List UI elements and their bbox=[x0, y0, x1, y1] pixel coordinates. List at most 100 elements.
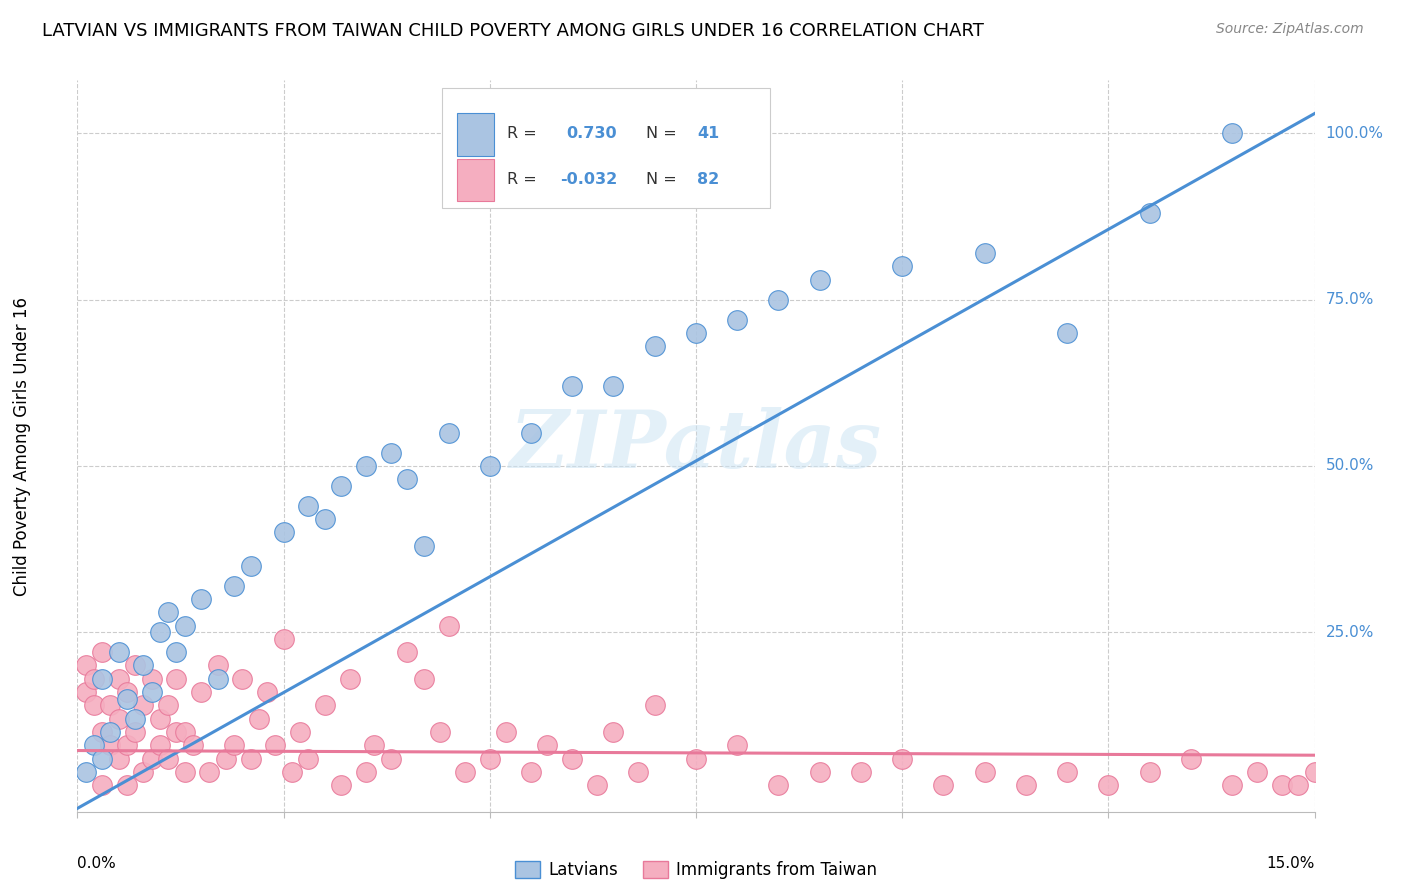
Text: ZIPatlas: ZIPatlas bbox=[510, 408, 882, 484]
Point bbox=[198, 764, 221, 779]
Point bbox=[165, 725, 187, 739]
Point bbox=[330, 778, 353, 792]
Point bbox=[264, 738, 287, 752]
Point bbox=[98, 738, 121, 752]
Point bbox=[173, 764, 195, 779]
Point bbox=[115, 738, 138, 752]
Point bbox=[222, 738, 245, 752]
Point bbox=[478, 751, 501, 765]
FancyBboxPatch shape bbox=[457, 113, 495, 155]
Point bbox=[149, 625, 172, 640]
Point bbox=[536, 738, 558, 752]
Point bbox=[973, 246, 995, 260]
Point bbox=[222, 579, 245, 593]
Point bbox=[1056, 764, 1078, 779]
Point bbox=[256, 685, 278, 699]
Point bbox=[891, 260, 914, 274]
Point bbox=[83, 698, 105, 713]
Point bbox=[207, 658, 229, 673]
Point bbox=[181, 738, 204, 752]
Point bbox=[330, 479, 353, 493]
Point bbox=[1246, 764, 1268, 779]
Text: 50.0%: 50.0% bbox=[1326, 458, 1374, 474]
FancyBboxPatch shape bbox=[457, 159, 495, 201]
Point bbox=[75, 685, 97, 699]
Point bbox=[132, 658, 155, 673]
Point bbox=[115, 691, 138, 706]
Point bbox=[891, 751, 914, 765]
Point bbox=[354, 764, 377, 779]
Point bbox=[149, 738, 172, 752]
Point bbox=[354, 458, 377, 473]
Point bbox=[768, 778, 790, 792]
Point bbox=[215, 751, 238, 765]
Point bbox=[1056, 326, 1078, 340]
Point bbox=[273, 525, 295, 540]
Text: N =: N = bbox=[647, 126, 678, 141]
Point bbox=[107, 751, 129, 765]
Point bbox=[281, 764, 304, 779]
Text: Child Poverty Among Girls Under 16: Child Poverty Among Girls Under 16 bbox=[13, 296, 31, 596]
Point bbox=[98, 725, 121, 739]
Point bbox=[644, 339, 666, 353]
Point bbox=[107, 712, 129, 726]
FancyBboxPatch shape bbox=[443, 87, 770, 209]
Point bbox=[454, 764, 477, 779]
Text: LATVIAN VS IMMIGRANTS FROM TAIWAN CHILD POVERTY AMONG GIRLS UNDER 16 CORRELATION: LATVIAN VS IMMIGRANTS FROM TAIWAN CHILD … bbox=[42, 22, 984, 40]
Point bbox=[297, 751, 319, 765]
Point bbox=[412, 539, 434, 553]
Point bbox=[297, 499, 319, 513]
Point bbox=[165, 645, 187, 659]
Point bbox=[288, 725, 311, 739]
Point bbox=[83, 738, 105, 752]
Point bbox=[173, 618, 195, 632]
Point bbox=[1220, 778, 1243, 792]
Point bbox=[363, 738, 385, 752]
Point bbox=[644, 698, 666, 713]
Legend: Latvians, Immigrants from Taiwan: Latvians, Immigrants from Taiwan bbox=[506, 853, 886, 888]
Point bbox=[849, 764, 872, 779]
Point bbox=[98, 698, 121, 713]
Text: 0.0%: 0.0% bbox=[77, 855, 117, 871]
Text: R =: R = bbox=[506, 171, 537, 186]
Point bbox=[115, 685, 138, 699]
Text: -0.032: -0.032 bbox=[560, 171, 617, 186]
Point bbox=[314, 698, 336, 713]
Point bbox=[808, 764, 831, 779]
Point bbox=[561, 751, 583, 765]
Point bbox=[239, 558, 262, 573]
Point bbox=[115, 778, 138, 792]
Point bbox=[314, 512, 336, 526]
Point bbox=[725, 738, 748, 752]
Point bbox=[165, 672, 187, 686]
Point bbox=[396, 472, 419, 486]
Point bbox=[520, 764, 543, 779]
Point bbox=[602, 379, 624, 393]
Point bbox=[157, 605, 180, 619]
Point bbox=[83, 672, 105, 686]
Point bbox=[973, 764, 995, 779]
Point bbox=[107, 672, 129, 686]
Point bbox=[495, 725, 517, 739]
Point bbox=[412, 672, 434, 686]
Point bbox=[207, 672, 229, 686]
Text: 25.0%: 25.0% bbox=[1326, 624, 1374, 640]
Text: 82: 82 bbox=[697, 171, 720, 186]
Point bbox=[1303, 764, 1326, 779]
Point bbox=[380, 445, 402, 459]
Point bbox=[808, 273, 831, 287]
Point bbox=[141, 672, 163, 686]
Point bbox=[380, 751, 402, 765]
Point bbox=[239, 751, 262, 765]
Point bbox=[91, 751, 114, 765]
Point bbox=[149, 712, 172, 726]
Point bbox=[1286, 778, 1309, 792]
Point bbox=[685, 326, 707, 340]
Text: Source: ZipAtlas.com: Source: ZipAtlas.com bbox=[1216, 22, 1364, 37]
Point bbox=[75, 764, 97, 779]
Point bbox=[91, 725, 114, 739]
Point bbox=[1180, 751, 1202, 765]
Point bbox=[1097, 778, 1119, 792]
Point bbox=[107, 645, 129, 659]
Text: 100.0%: 100.0% bbox=[1326, 126, 1384, 141]
